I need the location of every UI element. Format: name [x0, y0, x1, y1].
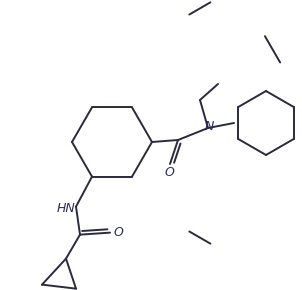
- Text: O: O: [164, 166, 174, 179]
- Text: O: O: [113, 226, 123, 239]
- Text: N: N: [204, 121, 214, 133]
- Text: HN: HN: [56, 202, 76, 215]
